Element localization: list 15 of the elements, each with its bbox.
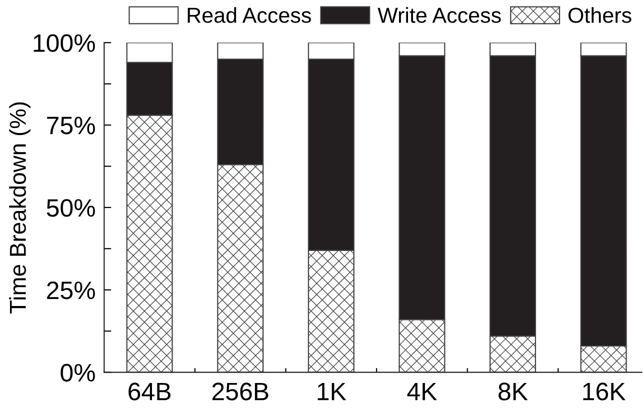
legend-label: Read Access [188, 7, 311, 23]
x-tick-label: 16K [583, 382, 626, 400]
x-tick-label: 1K [318, 382, 346, 400]
y-tick-label: 75% [47, 116, 95, 134]
y-axis-title: Time Breakdown (%) [9, 102, 30, 314]
legend-label: Others [568, 7, 632, 23]
legend-label: Write Access [378, 7, 501, 23]
x-tick-label: 8K [498, 382, 528, 400]
x-tick-label: 64B [128, 382, 170, 400]
y-tick-label: 100% [34, 34, 95, 52]
x-tick-label: 4K [407, 382, 437, 400]
y-tick-label: 25% [47, 281, 95, 300]
y-tick-label: 50% [46, 199, 95, 217]
y-tick-label: 0% [60, 364, 95, 382]
x-tick-label: 256B [212, 382, 268, 400]
